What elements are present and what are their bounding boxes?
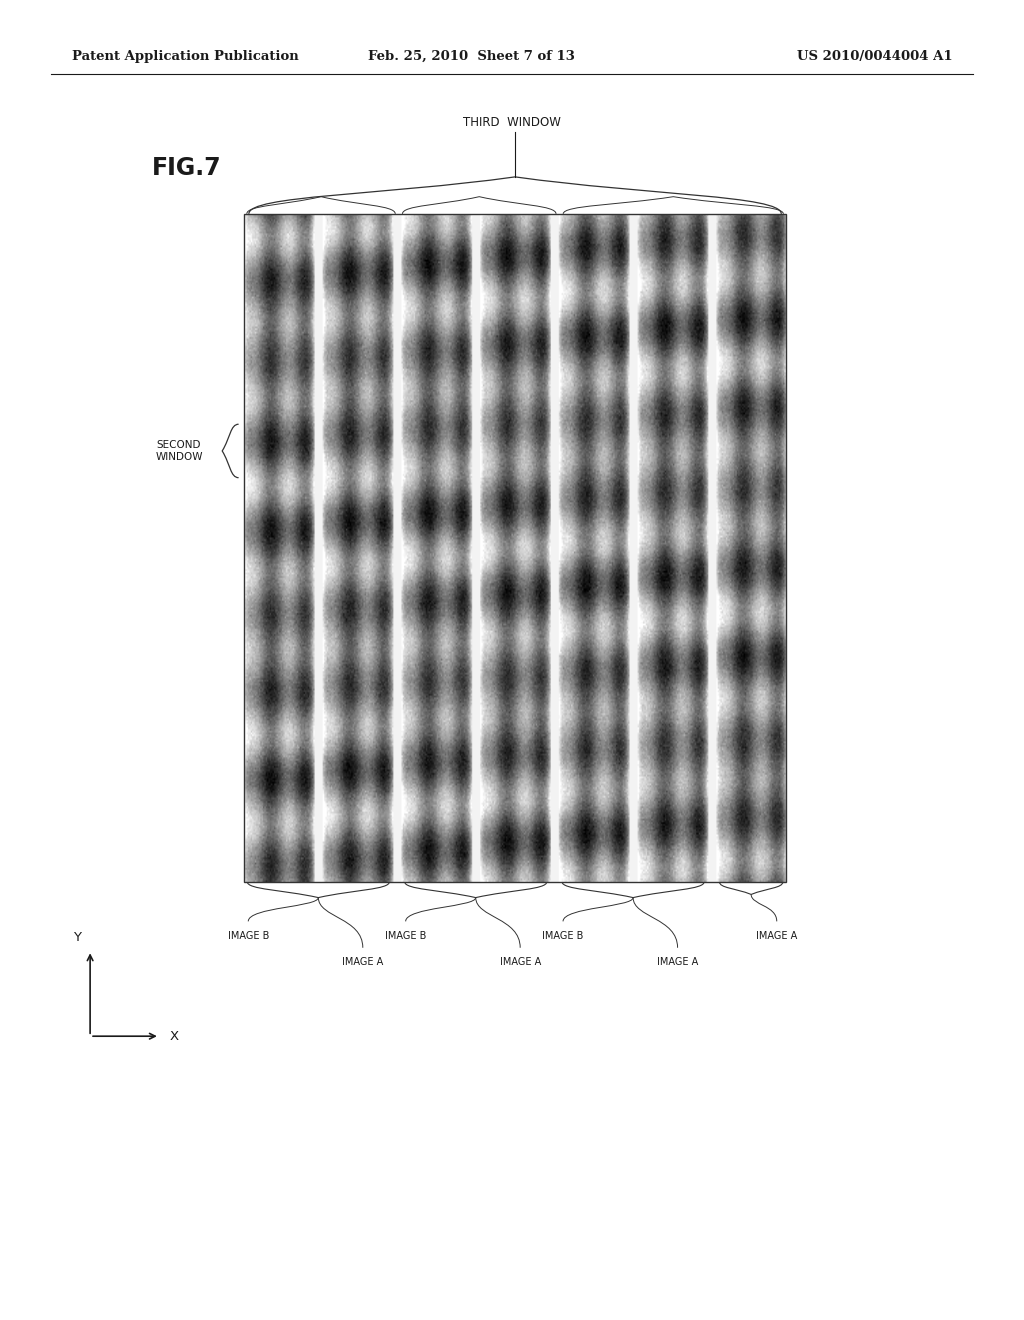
Text: IMAGE A: IMAGE A xyxy=(342,957,383,968)
Text: SECOND
WINDOW: SECOND WINDOW xyxy=(156,440,203,462)
Text: X: X xyxy=(170,1030,178,1043)
Bar xyxy=(244,214,786,882)
Text: Y: Y xyxy=(73,931,81,944)
Text: IMAGE A: IMAGE A xyxy=(756,931,798,941)
Text: FIG.7: FIG.7 xyxy=(152,156,221,180)
Text: US 2010/0044004 A1: US 2010/0044004 A1 xyxy=(797,50,952,63)
Text: IMAGE B: IMAGE B xyxy=(385,931,426,941)
Text: Feb. 25, 2010  Sheet 7 of 13: Feb. 25, 2010 Sheet 7 of 13 xyxy=(368,50,574,63)
Text: IMAGE A: IMAGE A xyxy=(657,957,698,968)
Text: IMAGE B: IMAGE B xyxy=(227,931,269,941)
Text: THIRD  WINDOW: THIRD WINDOW xyxy=(463,116,561,129)
Text: IMAGE B: IMAGE B xyxy=(543,931,584,941)
Text: Patent Application Publication: Patent Application Publication xyxy=(72,50,298,63)
Text: IMAGE A: IMAGE A xyxy=(500,957,541,968)
